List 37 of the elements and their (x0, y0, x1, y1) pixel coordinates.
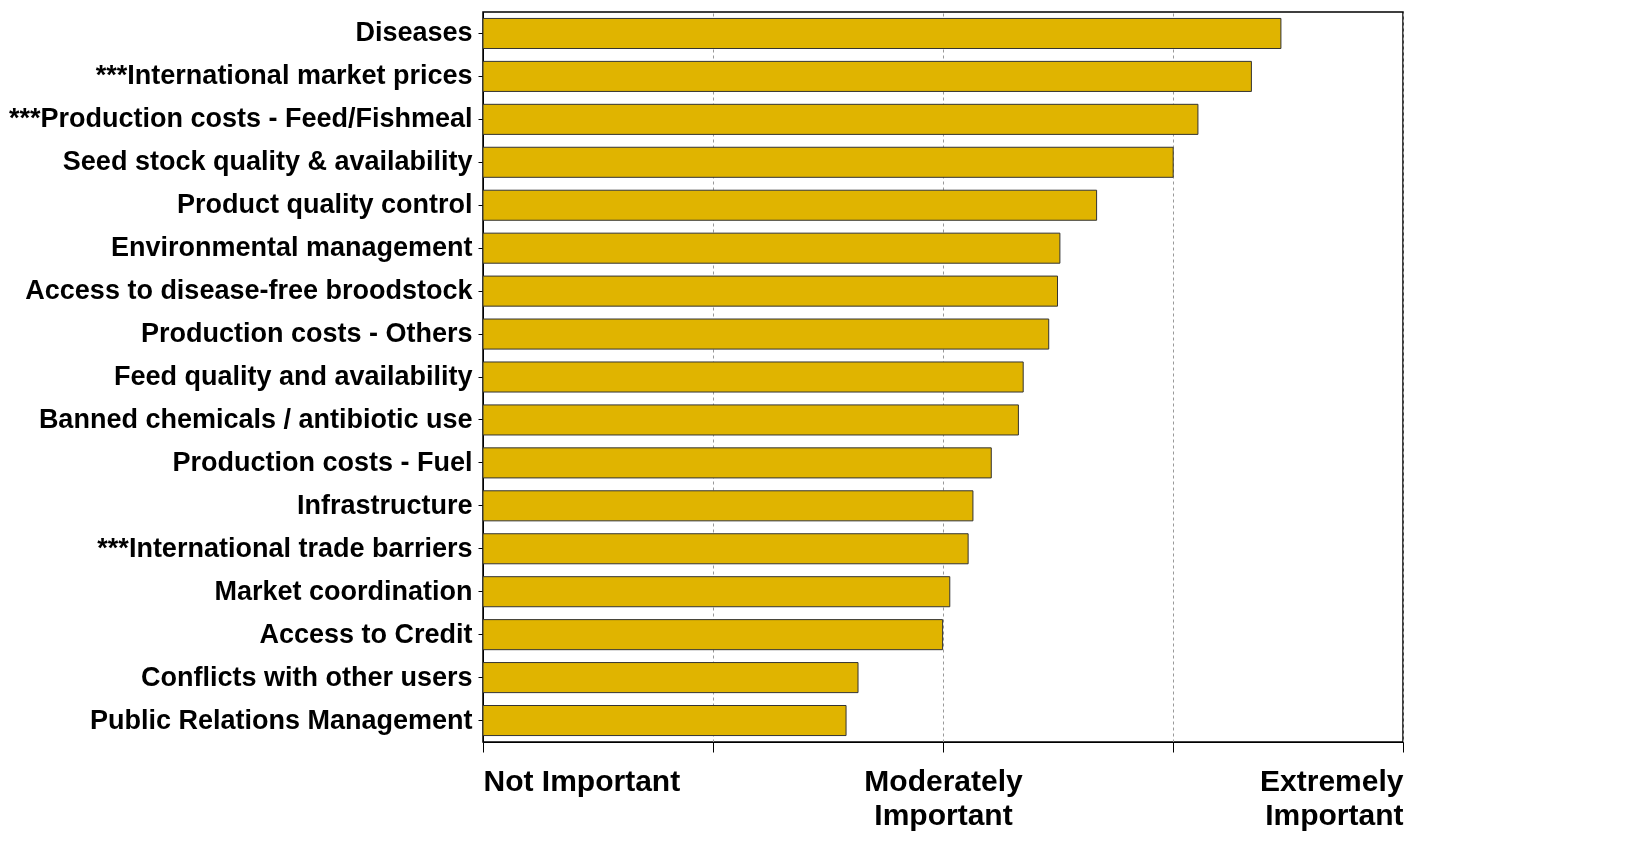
bar (482, 146, 1174, 178)
bar (482, 447, 992, 479)
bar (482, 232, 1061, 264)
bar (482, 576, 951, 608)
y-tick-label: Access to Credit (259, 618, 473, 649)
y-tick-label: Production costs - Others (140, 318, 473, 349)
text: Not Important (483, 763, 681, 797)
y-tick-label: Product quality control (176, 189, 473, 220)
y-tick-label: Banned chemicals / antibiotic use (38, 403, 473, 434)
y-tick-label: Seed stock quality & availability (62, 146, 473, 177)
y-tick-label: Market coordination (214, 575, 473, 606)
y-tick-label: Infrastructure (296, 489, 473, 520)
bar (482, 60, 1252, 92)
bar (482, 17, 1282, 49)
bar (482, 318, 1050, 350)
text: Extremely Important (1260, 763, 1404, 831)
y-tick-label: ***International trade barriers (97, 532, 473, 563)
y-tick-label: Diseases (355, 17, 473, 48)
bar (482, 619, 944, 651)
bar (482, 662, 859, 694)
bar (482, 189, 1098, 221)
y-tick-label: Environmental management (110, 232, 473, 263)
bar (482, 533, 969, 565)
y-tick-label: ***Production costs - Feed/Fishmeal (8, 103, 473, 134)
y-tick-label: Public Relations Management (89, 704, 473, 735)
bar (482, 705, 847, 737)
text: Moderately Important (864, 763, 1023, 831)
bar (482, 103, 1199, 135)
y-tick-label: Conflicts with other users (140, 661, 473, 692)
bar (482, 361, 1024, 393)
y-tick-label: Production costs - Fuel (172, 446, 473, 477)
y-tick-label: Feed quality and availability (113, 361, 473, 391)
y-tick-label: Access to disease-free broodstock (25, 275, 474, 306)
bar (482, 275, 1058, 307)
bar (482, 404, 1019, 436)
y-tick-label: ***International market prices (95, 60, 473, 91)
bar (482, 490, 974, 522)
